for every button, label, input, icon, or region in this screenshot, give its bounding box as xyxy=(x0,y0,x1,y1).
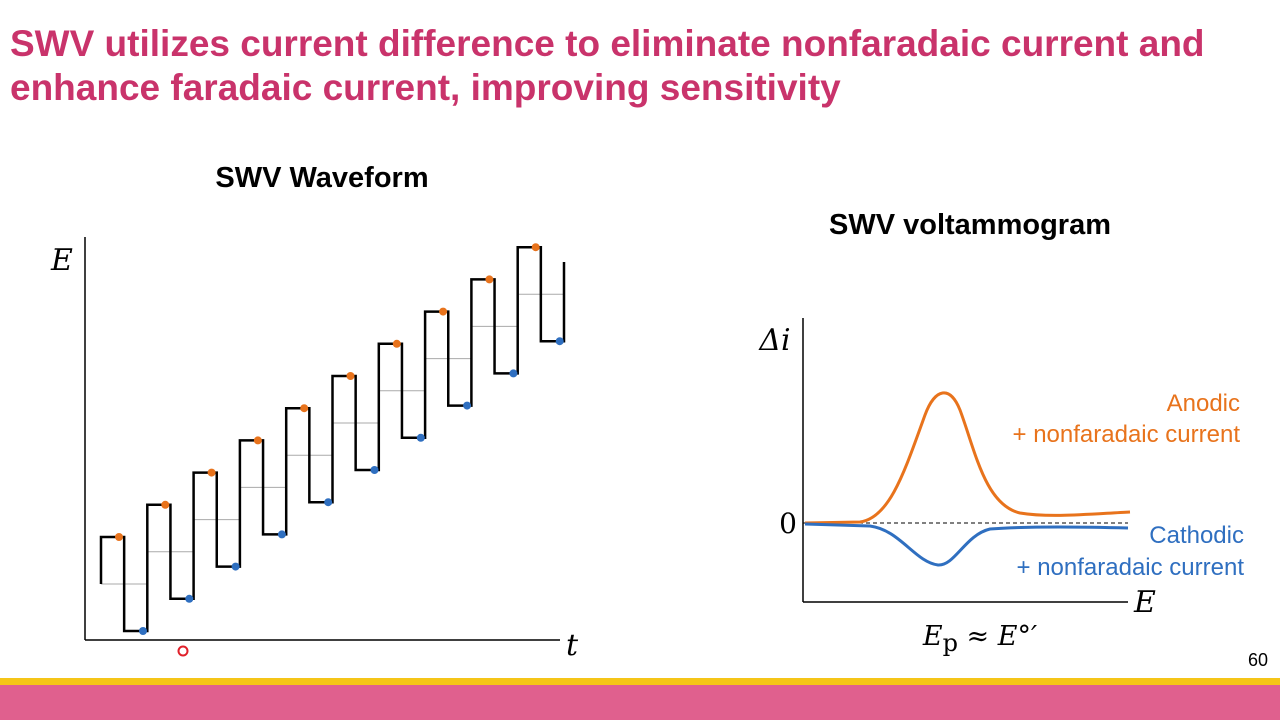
peak-symbol: E xyxy=(922,621,943,652)
voltammogram-y-label: Δi xyxy=(758,323,790,358)
forward-sample xyxy=(392,339,401,348)
page-number: 60 xyxy=(1248,650,1268,670)
zero-label: 0 xyxy=(779,507,797,540)
cathodic-curve xyxy=(804,522,1129,567)
cursor-marker xyxy=(177,645,189,657)
reverse-sample xyxy=(324,498,333,507)
forward-sample xyxy=(207,468,216,477)
cathodic-sublabel: + nonfaradaic current xyxy=(1017,554,1245,581)
peak-label: Ep ≈ E°′ xyxy=(922,621,1037,657)
reverse-sample xyxy=(555,337,564,346)
forward-sample xyxy=(300,404,309,413)
forward-sample xyxy=(161,500,170,509)
forward-sample xyxy=(253,436,262,445)
forward-sample xyxy=(439,307,448,316)
forward-sample xyxy=(346,372,355,380)
anodic-curve xyxy=(804,391,1131,525)
waveform xyxy=(99,243,566,635)
anodic-label: Anodic xyxy=(1167,390,1240,417)
reverse-sample xyxy=(185,594,194,603)
square-wave xyxy=(99,245,566,633)
reverse-sample xyxy=(277,530,286,539)
voltammogram-x-label: E xyxy=(1133,585,1156,620)
reverse-sample xyxy=(463,401,472,410)
reverse-sample xyxy=(231,562,240,571)
reverse-sample xyxy=(370,466,379,474)
slide-title: SWV utilizes current difference to elimi… xyxy=(10,23,1205,108)
forward-sample xyxy=(531,243,540,252)
peak-subscript: p xyxy=(943,629,958,657)
forward-sample xyxy=(485,275,494,284)
anodic-sublabel: + nonfaradaic current xyxy=(1013,421,1241,448)
cathodic-label: Cathodic xyxy=(1149,522,1244,549)
peak-rest: ≈ E°′ xyxy=(958,621,1037,652)
reverse-sample xyxy=(416,433,425,442)
voltammogram-title: SWV voltammogram xyxy=(829,209,1111,241)
waveform-y-label: E xyxy=(50,243,73,278)
reverse-sample xyxy=(509,369,518,378)
reverse-sample xyxy=(139,627,147,635)
waveform-title: SWV Waveform xyxy=(215,162,428,194)
forward-sample xyxy=(115,533,123,541)
footer-band xyxy=(0,685,1280,720)
waveform-x-label: t xyxy=(566,628,579,663)
footer-stripe xyxy=(0,678,1280,685)
